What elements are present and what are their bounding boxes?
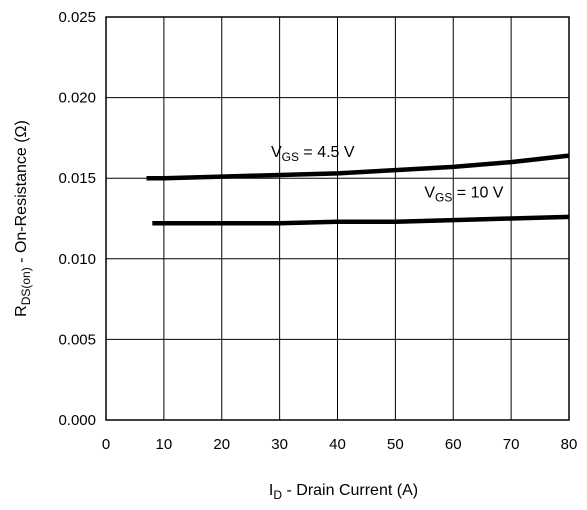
- grid-lines: [105, 16, 570, 421]
- y-axis-label: RDS(on) - On-Resistance (Ω): [13, 120, 33, 317]
- x-tick-label: 50: [387, 436, 404, 453]
- x-tick-labels: 0 10 20 30 40 50 60 70 80: [102, 436, 578, 453]
- x-tick-label: 0: [102, 436, 110, 453]
- y-tick-label: 0.010: [58, 251, 96, 268]
- y-tick-label: 0.020: [58, 90, 96, 107]
- y-tick-label: 0.005: [58, 331, 96, 348]
- y-tick-label: 0.000: [58, 412, 96, 429]
- y-tick-label: 0.015: [58, 170, 96, 187]
- series-label-1: VGS = 10 V: [424, 185, 503, 205]
- series-label-0: VGS = 4.5 V: [271, 144, 355, 164]
- x-tick-label: 10: [156, 436, 173, 453]
- series-lines: [146, 153, 570, 226]
- x-tick-label: 40: [329, 436, 346, 453]
- x-tick-label: 30: [271, 436, 288, 453]
- series-line-0: [146, 153, 570, 181]
- series-labels: VGS = 4.5 V VGS = 10 V: [271, 144, 504, 204]
- x-tick-label: 80: [561, 436, 578, 453]
- x-axis-label: ID - Drain Current (A): [269, 482, 418, 502]
- x-tick-label: 60: [445, 436, 462, 453]
- x-tick-label: 70: [503, 436, 520, 453]
- x-tick-label: 20: [213, 436, 230, 453]
- series-line-1: [152, 214, 570, 226]
- y-tick-labels: 0.000 0.005 0.010 0.015 0.020 0.025: [58, 9, 96, 429]
- y-tick-label: 0.025: [58, 9, 96, 26]
